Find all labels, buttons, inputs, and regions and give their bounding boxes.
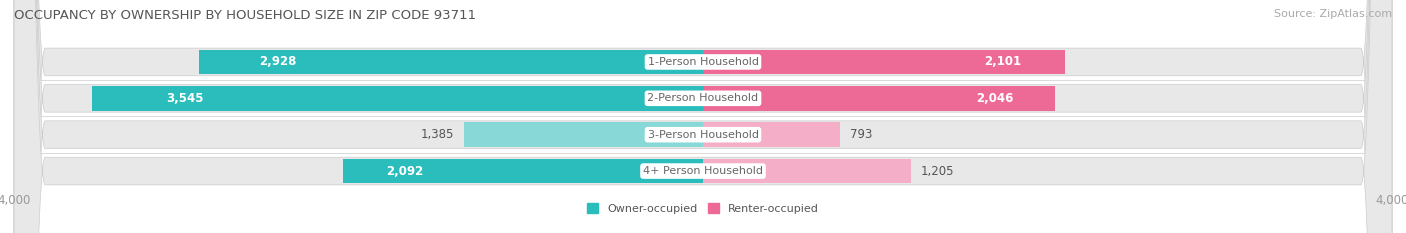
Bar [343, 159, 703, 183]
Text: 3,545: 3,545 [166, 92, 204, 105]
Text: 2-Person Household: 2-Person Household [647, 93, 759, 103]
FancyBboxPatch shape [14, 0, 1392, 233]
Text: 1,205: 1,205 [921, 164, 955, 178]
Bar [703, 50, 1064, 74]
Bar [93, 86, 703, 111]
Text: 4+ Person Household: 4+ Person Household [643, 166, 763, 176]
Text: 2,101: 2,101 [984, 55, 1021, 69]
FancyBboxPatch shape [14, 0, 1392, 233]
Text: 2,928: 2,928 [259, 55, 297, 69]
Text: 3-Person Household: 3-Person Household [648, 130, 758, 140]
Text: 2,092: 2,092 [385, 164, 423, 178]
Text: 793: 793 [849, 128, 872, 141]
Text: 1,385: 1,385 [420, 128, 454, 141]
Legend: Owner-occupied, Renter-occupied: Owner-occupied, Renter-occupied [582, 199, 824, 218]
Bar [703, 159, 911, 183]
Bar [703, 122, 839, 147]
Text: 2,046: 2,046 [976, 92, 1014, 105]
Text: OCCUPANCY BY OWNERSHIP BY HOUSEHOLD SIZE IN ZIP CODE 93711: OCCUPANCY BY OWNERSHIP BY HOUSEHOLD SIZE… [14, 9, 477, 22]
Text: 1-Person Household: 1-Person Household [648, 57, 758, 67]
FancyBboxPatch shape [14, 0, 1392, 233]
Bar [198, 50, 703, 74]
Bar [464, 122, 703, 147]
Text: Source: ZipAtlas.com: Source: ZipAtlas.com [1274, 9, 1392, 19]
FancyBboxPatch shape [14, 0, 1392, 233]
Bar [703, 86, 1056, 111]
